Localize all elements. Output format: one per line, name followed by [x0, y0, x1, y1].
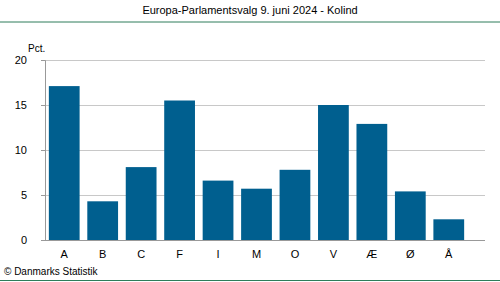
footer-rule	[0, 280, 500, 281]
y-tick-label: 5	[21, 189, 27, 201]
title: Europa-Parlamentsvalg 9. juni 2024 - Kol…	[142, 4, 357, 16]
x-axis: ABCFIMOVÆØÅ	[45, 240, 485, 260]
x-tick-label: M	[252, 248, 261, 260]
x-tick: C	[137, 240, 145, 260]
x-tick: B	[99, 240, 106, 260]
bar	[164, 101, 195, 241]
bar	[241, 189, 272, 240]
y-tick-mark	[41, 150, 45, 151]
x-tick: Å	[445, 240, 453, 260]
x-tick-label: V	[330, 248, 338, 260]
x-tick-label: C	[137, 248, 145, 260]
y-axis-line	[41, 61, 46, 241]
x-tick-label: I	[217, 248, 220, 260]
y-axis-label: Pct.	[28, 43, 45, 54]
chart: Europa-Parlamentsvalg 9. juni 2024 - Kol…	[0, 0, 500, 282]
y-tick: 5	[21, 189, 45, 201]
bar	[87, 201, 118, 240]
bar	[126, 167, 157, 240]
x-tick: Ø	[406, 240, 415, 260]
y-tick-label: 10	[15, 144, 27, 156]
grid-line	[45, 150, 485, 151]
source: © Danmarks Statistik	[4, 266, 99, 277]
x-tick: O	[291, 240, 300, 260]
bar	[280, 170, 311, 240]
bar	[318, 105, 349, 240]
y-tick-mark	[41, 240, 45, 241]
y-tick: 10	[15, 144, 45, 156]
bar	[395, 191, 426, 240]
y-tick: 20	[15, 54, 45, 66]
y-tick: 0	[21, 234, 45, 246]
grid-line	[45, 105, 485, 106]
y-tick-label: 0	[21, 234, 27, 246]
grid-line	[45, 60, 485, 61]
bar	[49, 86, 80, 240]
x-tick-label: Ø	[406, 248, 415, 260]
bars	[49, 86, 464, 240]
x-tick: Æ	[366, 240, 377, 260]
y-tick-mark	[41, 60, 45, 61]
x-tick: V	[330, 240, 338, 260]
y-tick-mark	[41, 105, 45, 106]
x-tick-label: B	[99, 248, 106, 260]
x-tick-label: Æ	[366, 248, 377, 260]
y-tick-mark	[41, 195, 45, 196]
bar	[433, 219, 464, 240]
x-tick-label: F	[176, 248, 183, 260]
x-tick: I	[217, 240, 220, 260]
y-tick-label: 20	[15, 54, 27, 66]
grid-line	[45, 240, 485, 241]
y-tick-label: 15	[15, 99, 27, 111]
x-tick-label: A	[61, 248, 69, 260]
x-tick: A	[61, 240, 69, 260]
grid	[45, 61, 485, 241]
bar	[203, 181, 234, 240]
x-tick: F	[176, 240, 183, 260]
y-tick: 15	[15, 99, 45, 111]
x-tick: M	[252, 240, 261, 260]
y-axis: 0 5 10 15 20	[15, 54, 46, 246]
bar	[356, 124, 387, 240]
x-tick-label: O	[291, 248, 300, 260]
x-axis-line	[45, 240, 485, 241]
title-rule	[0, 22, 500, 23]
x-tick-label: Å	[445, 248, 453, 260]
